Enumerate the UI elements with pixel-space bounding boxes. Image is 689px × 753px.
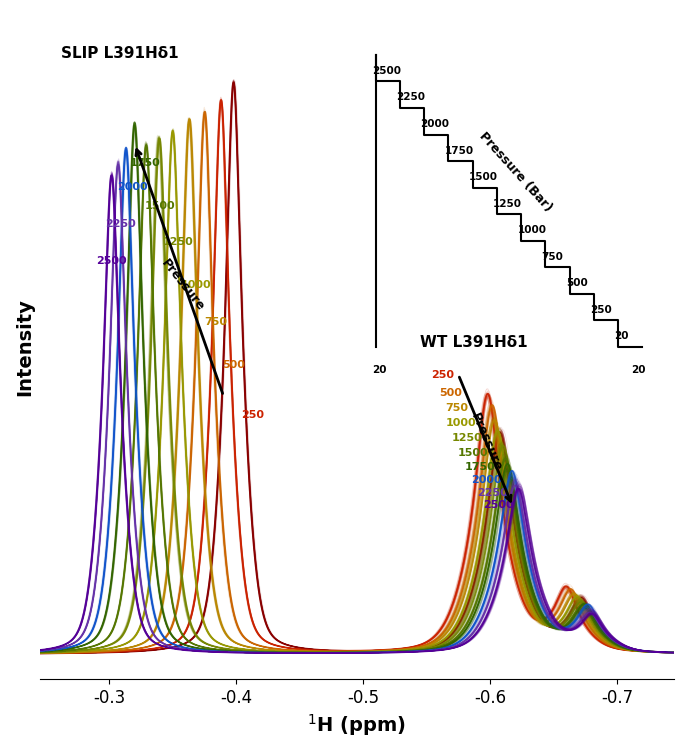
Text: 2500: 2500 — [484, 500, 514, 510]
Text: 500: 500 — [223, 361, 245, 370]
Text: 1250: 1250 — [493, 199, 522, 209]
Text: 1250: 1250 — [163, 237, 193, 248]
Text: Pressure: Pressure — [158, 257, 207, 314]
Text: 250: 250 — [241, 410, 264, 419]
Text: 20: 20 — [615, 331, 629, 341]
Text: 1500: 1500 — [469, 172, 498, 182]
Text: 500: 500 — [439, 388, 462, 398]
Text: 2000: 2000 — [471, 475, 502, 485]
Text: 250: 250 — [431, 370, 455, 380]
Text: 2500: 2500 — [372, 66, 401, 76]
Text: 2500: 2500 — [96, 256, 127, 266]
Text: Pressure (Bar): Pressure (Bar) — [476, 130, 555, 214]
Text: 500: 500 — [566, 278, 588, 288]
Text: 20: 20 — [372, 365, 387, 375]
Text: 1500: 1500 — [458, 447, 489, 458]
Text: 2000: 2000 — [117, 182, 147, 192]
Text: 1000: 1000 — [445, 418, 476, 428]
Text: 1250: 1250 — [452, 433, 482, 443]
Y-axis label: Intensity: Intensity — [15, 298, 34, 396]
Text: 1750: 1750 — [464, 462, 495, 472]
Text: 2250: 2250 — [477, 488, 508, 498]
Text: 1000: 1000 — [181, 280, 211, 291]
Text: 2000: 2000 — [420, 119, 449, 129]
Text: WT L391Hδ1: WT L391Hδ1 — [420, 334, 528, 349]
Text: 750: 750 — [542, 252, 564, 262]
Text: SLIP L391Hδ1: SLIP L391Hδ1 — [61, 46, 178, 61]
Text: 750: 750 — [205, 317, 227, 328]
Text: 1750: 1750 — [130, 157, 161, 167]
Text: 2250: 2250 — [396, 93, 425, 102]
Text: 750: 750 — [446, 404, 469, 413]
Text: 2250: 2250 — [105, 219, 136, 229]
Text: 20: 20 — [632, 365, 646, 375]
X-axis label: $^{1}$H (ppm): $^{1}$H (ppm) — [307, 712, 407, 738]
Text: Pressure: Pressure — [468, 411, 504, 473]
Text: 250: 250 — [590, 305, 612, 315]
Text: 1750: 1750 — [444, 145, 474, 156]
Text: 1500: 1500 — [145, 200, 176, 211]
Text: 1000: 1000 — [517, 225, 546, 235]
